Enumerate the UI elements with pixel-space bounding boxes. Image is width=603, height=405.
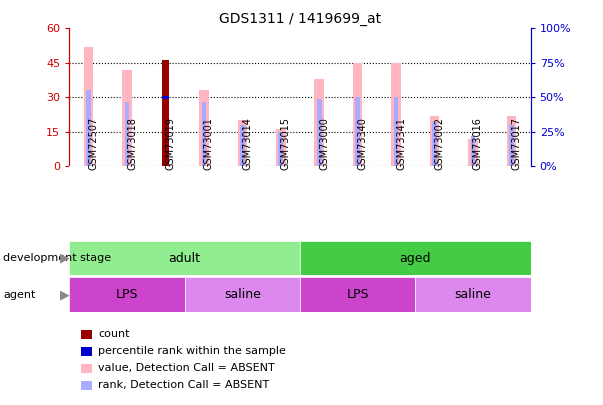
Text: GSM73002: GSM73002 — [435, 117, 444, 170]
Text: GSM73340: GSM73340 — [358, 117, 368, 170]
Text: GSM73017: GSM73017 — [511, 117, 522, 170]
Text: GSM73015: GSM73015 — [281, 117, 291, 170]
Bar — [391, 63, 401, 166]
Text: GSM73000: GSM73000 — [319, 117, 329, 170]
Bar — [69, 241, 300, 275]
Bar — [122, 70, 132, 166]
Bar — [300, 277, 415, 312]
Bar — [238, 120, 247, 166]
Text: count: count — [98, 329, 130, 339]
Bar — [279, 132, 283, 166]
Text: ▶: ▶ — [60, 288, 70, 301]
Bar — [199, 90, 209, 166]
Text: GSM73014: GSM73014 — [242, 117, 252, 170]
Bar — [185, 277, 300, 312]
Text: development stage: development stage — [3, 253, 111, 263]
Text: GSM73016: GSM73016 — [473, 117, 483, 170]
Bar — [430, 115, 440, 166]
Bar — [314, 79, 324, 166]
Text: GSM73001: GSM73001 — [204, 117, 214, 170]
Bar — [471, 136, 475, 166]
Bar — [162, 96, 169, 98]
Title: GDS1311 / 1419699_at: GDS1311 / 1419699_at — [219, 12, 381, 26]
Text: GSM72507: GSM72507 — [89, 117, 98, 170]
Text: LPS: LPS — [116, 288, 138, 301]
Text: percentile rank within the sample: percentile rank within the sample — [98, 346, 286, 356]
Bar — [317, 100, 321, 166]
Bar — [507, 115, 516, 166]
Text: saline: saline — [224, 288, 260, 301]
Text: rank, Detection Call = ABSENT: rank, Detection Call = ABSENT — [98, 380, 270, 390]
Bar — [432, 122, 437, 166]
Text: value, Detection Call = ABSENT: value, Detection Call = ABSENT — [98, 363, 275, 373]
Bar — [240, 125, 245, 166]
Bar — [86, 90, 91, 166]
Bar — [69, 277, 185, 312]
Bar — [276, 129, 286, 166]
Bar — [84, 47, 93, 166]
Bar — [300, 241, 531, 275]
Bar — [201, 102, 206, 166]
Text: LPS: LPS — [346, 288, 369, 301]
Bar — [415, 277, 531, 312]
Bar — [353, 63, 362, 166]
Text: aged: aged — [400, 252, 431, 265]
Text: GSM73341: GSM73341 — [396, 117, 406, 170]
Text: agent: agent — [3, 290, 36, 300]
Text: GSM73019: GSM73019 — [165, 117, 175, 170]
Bar — [125, 102, 129, 166]
Text: ▶: ▶ — [60, 252, 70, 265]
Text: saline: saline — [455, 288, 491, 301]
Text: adult: adult — [169, 252, 201, 265]
Text: GSM73018: GSM73018 — [127, 117, 137, 170]
Bar — [509, 125, 514, 166]
Bar — [394, 97, 399, 166]
Bar — [355, 97, 360, 166]
Bar — [162, 60, 169, 166]
Bar — [468, 139, 478, 166]
